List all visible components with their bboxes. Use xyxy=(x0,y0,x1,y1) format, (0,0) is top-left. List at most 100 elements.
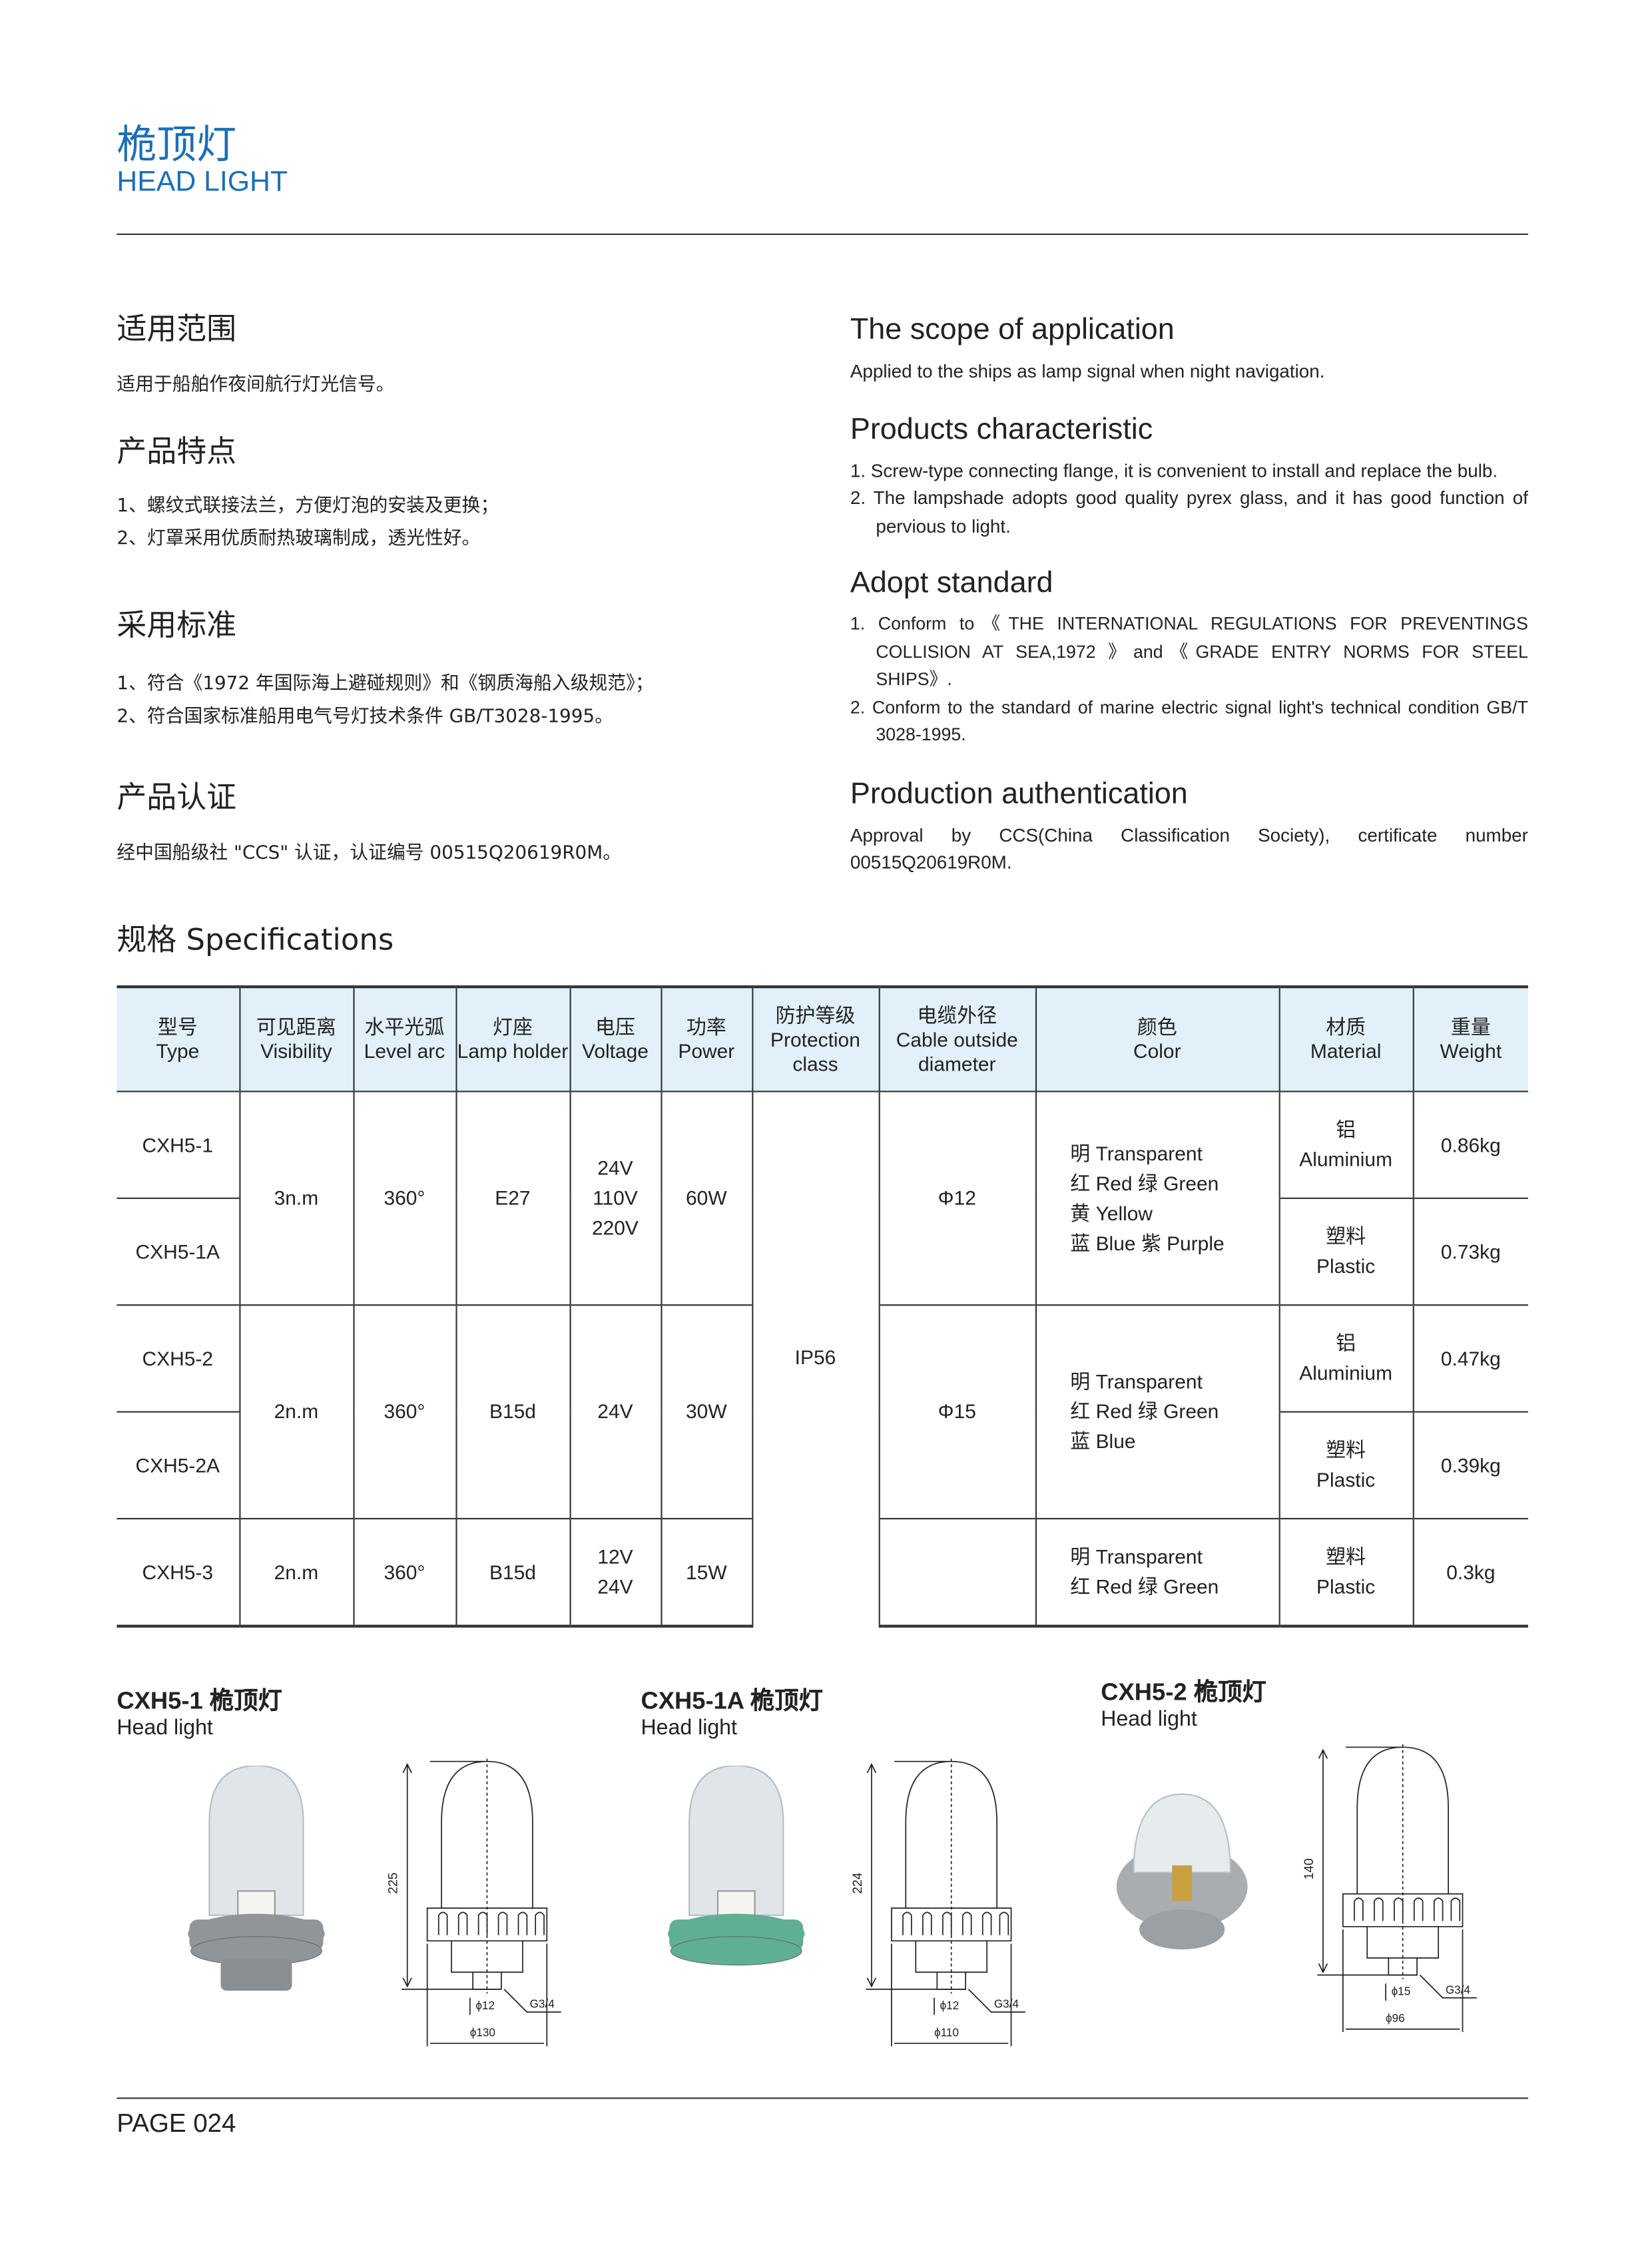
standard-list-cn: 1、符合《1972 年国际海上避碰规则》和《钢质海船入级规范》； 2、符合国家标… xyxy=(117,668,653,733)
list-item: 2. Conform to the standard of marine ele… xyxy=(850,696,1528,745)
cell-visibility: 2n.m xyxy=(238,1304,354,1519)
cert-text-cn: 经中国船级社 "CCS" 认证，认证编号 00515Q20619R0M。 xyxy=(117,843,622,865)
scope-text-en: Applied to the ships as lamp signal when… xyxy=(850,360,1325,382)
product-photo xyxy=(658,1765,814,2008)
cell-visibility: 2n.m xyxy=(238,1517,354,1628)
cell-lamp-holder: E27 xyxy=(455,1091,570,1306)
cell-material: 铝 Aluminium xyxy=(1278,1091,1413,1198)
material-cn: 塑料 xyxy=(1326,1224,1366,1248)
cell-material: 铝 Aluminium xyxy=(1278,1304,1413,1412)
height-dimension: 224 xyxy=(852,1872,865,1893)
standard-heading-cn: 采用标准 xyxy=(117,608,237,642)
column-header: 电缆外径 Cable outside diameter xyxy=(878,985,1035,1092)
table-row: CXH5-1A 塑料 Plastic 0.73kg xyxy=(117,1197,1528,1306)
table-row: CXH5-2A 塑料 Plastic 0.39kg xyxy=(117,1411,1528,1519)
features-heading-cn: 产品特点 xyxy=(117,434,237,469)
cell-power: 30W xyxy=(660,1304,752,1519)
cell-voltage: 24V 110V 220V xyxy=(569,1091,661,1306)
dimension-drawing: 225 ϕ12 G3/4 ϕ130 xyxy=(387,1758,587,2050)
product-model: CXH5-1A 桅顶灯 xyxy=(641,1687,823,1715)
product-subtitle: Head light xyxy=(1101,1707,1197,1732)
column-header-en: Lamp holder xyxy=(457,1039,569,1063)
voltage-value: 12V xyxy=(597,1545,633,1568)
dimension-drawing-svg: 224 ϕ12 G3/4 ϕ110 xyxy=(851,1758,1025,2047)
product-caption: CXH5-2 桅顶灯 Head light xyxy=(1101,1672,1266,1732)
list-item: 2. The lampshade adopts good quality pyr… xyxy=(850,487,1528,537)
product-subtitle: Head light xyxy=(117,1716,213,1740)
cell-lamp-holder: B15d xyxy=(455,1304,570,1519)
column-header-en: Cable outside diameter xyxy=(896,1027,1018,1075)
column-header-cn: 重量 xyxy=(1450,1015,1491,1039)
cell-visibility: 3n.m xyxy=(238,1091,354,1306)
cell-color: 明 Transparent 红 Red 绿 Green 蓝 Blue xyxy=(1034,1304,1279,1519)
thread-dimension: G3/4 xyxy=(1446,1983,1471,1996)
column-header-en: Weight xyxy=(1440,1039,1502,1063)
column-header: 型号 Type xyxy=(117,985,240,1092)
cell-lamp-holder: B15d xyxy=(455,1517,570,1628)
column-header-en: Power xyxy=(678,1039,735,1063)
dimension-drawing-svg: 140 ϕ15 G3/4 ϕ96 xyxy=(1302,1744,1477,2033)
product-caption: CXH5-1 桅顶灯 Head light xyxy=(117,1680,282,1740)
scope-heading-cn: 适用范围 xyxy=(117,312,237,346)
cell-type: CXH5-1 xyxy=(117,1091,240,1198)
column-header-cn: 材质 xyxy=(1326,1015,1366,1039)
cell-weight: 0.86kg xyxy=(1412,1091,1528,1198)
color-option: 红 Red 绿 Green xyxy=(1070,1575,1219,1598)
material-cn: 铝 xyxy=(1336,1331,1356,1354)
specs-heading: 规格 Specifications xyxy=(117,922,394,957)
cell-level-arc: 360° xyxy=(352,1304,456,1519)
height-dimension: 140 xyxy=(1303,1858,1316,1879)
product-photo xyxy=(1108,1787,1264,2029)
cell-voltage: 24V xyxy=(569,1304,661,1519)
column-header: 电压 Voltage xyxy=(569,985,661,1092)
column-header: 水平光弧 Level arc xyxy=(352,985,456,1092)
column-header-cn: 型号 xyxy=(157,1015,198,1039)
column-header-en: Protection class xyxy=(770,1027,860,1075)
english-column: The scope of application Applied to the … xyxy=(850,312,1528,876)
table-row: CXH5-1 3n.m 360° E27 24V 110V 220V 60W IP56 Φ12 明 … xyxy=(117,1091,1528,1626)
product-subtitle: Head light xyxy=(641,1716,737,1740)
cell-power: 15W xyxy=(660,1517,752,1628)
column-header: 材质 Material xyxy=(1278,985,1413,1092)
list-item: 1. Conform to《THE INTERNATIONAL REGULATI… xyxy=(850,613,1528,690)
page-title-en: HEAD LIGHT xyxy=(117,166,288,198)
cell-weight: 0.3kg xyxy=(1412,1517,1528,1628)
cert-text-en: Approval by CCS(China Classification Soc… xyxy=(850,824,1528,873)
list-item: 1、螺纹式联接法兰，方便灯泡的安装及更换； xyxy=(117,495,499,517)
cell-color: 明 Transparent 红 Red 绿 Green 黄 Yellow 蓝 Blue… xyxy=(1034,1091,1279,1306)
column-header-cn: 电缆外径 xyxy=(917,1003,997,1027)
cert-heading-cn: 产品认证 xyxy=(117,780,237,815)
column-header: 功率 Power xyxy=(660,985,752,1092)
diameter-dimension: ϕ110 xyxy=(934,2026,959,2039)
voltage-value: 220V xyxy=(591,1216,639,1239)
cell-level-arc: 360° xyxy=(352,1517,456,1628)
product-model: CXH5-2 桅顶灯 xyxy=(1101,1678,1266,1706)
table-row: CXH5-2 2n.m 360° B15d 24V 30W Φ15 明 Transparent… xyxy=(117,1304,1528,1519)
cell-protection: IP56 xyxy=(751,1091,879,1626)
diameter-dimension: ϕ130 xyxy=(470,2026,495,2039)
cell-type: CXH5-3 xyxy=(117,1517,240,1628)
column-header-en: Material xyxy=(1310,1039,1382,1063)
table-row: CXH5-3 2n.m 360° B15d 12V 24V 15W 明 Transparent… xyxy=(117,1517,1528,1628)
column-header-cn: 电压 xyxy=(595,1015,635,1039)
column-header-en: Level arc xyxy=(364,1039,445,1063)
cert-heading-en: Production authentication xyxy=(850,776,1188,810)
dimension-drawing: 224 ϕ12 G3/4 ϕ110 xyxy=(851,1758,1051,2050)
list-item: 2、灯罩采用优质耐热玻璃制成，透光性好。 xyxy=(117,528,481,550)
color-option: 明 Transparent xyxy=(1070,1370,1203,1393)
thread-dimension: G3/4 xyxy=(530,1998,555,2011)
thread-dimension: G3/4 xyxy=(994,1998,1019,2011)
cell-color: 明 Transparent 红 Red 绿 Green xyxy=(1034,1517,1279,1628)
cell-cable: Φ15 xyxy=(878,1304,1035,1519)
features-heading-en: Products characteristic xyxy=(850,412,1153,445)
material-cn: 铝 xyxy=(1336,1117,1356,1141)
color-option: 红 Red 绿 Green xyxy=(1070,1171,1219,1194)
column-header-en: Color xyxy=(1133,1039,1181,1063)
standard-heading-en: Adopt standard xyxy=(850,567,1053,600)
column-header-cn: 功率 xyxy=(686,1015,726,1039)
column-header-cn: 颜色 xyxy=(1137,1015,1177,1039)
cell-weight: 0.47kg xyxy=(1412,1304,1528,1412)
voltage-value: 24V xyxy=(597,1575,633,1598)
column-header-en: Type xyxy=(156,1039,200,1063)
